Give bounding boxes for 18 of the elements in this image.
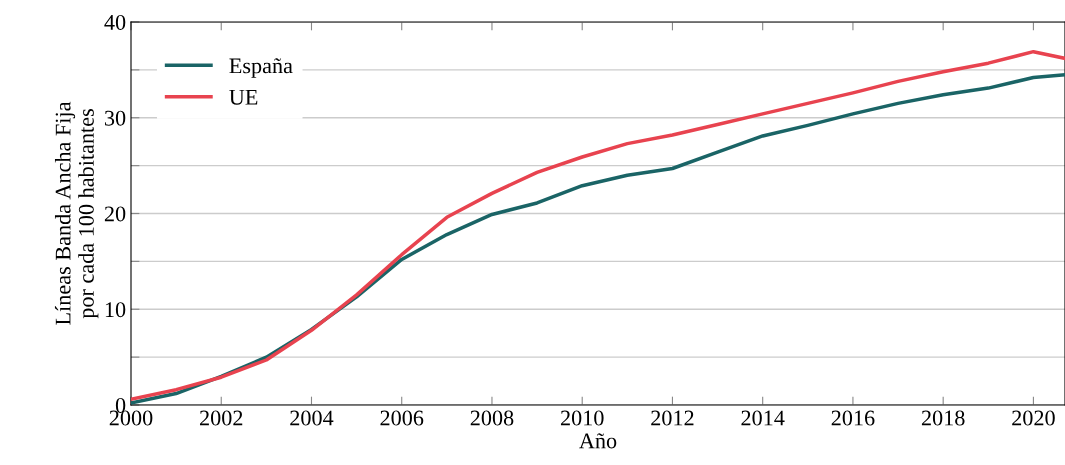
x-tick-label: 2018 (921, 410, 965, 426)
x-tick-label: 2004 (290, 410, 334, 426)
x-tick-label: 2016 (831, 410, 875, 426)
x-tick-label: 2014 (741, 410, 785, 426)
legend-label: España (229, 58, 293, 78)
y-tick-label: 10 (105, 302, 126, 318)
x-tick-label: 2006 (380, 410, 424, 426)
x-tick-label: 2010 (560, 410, 604, 426)
y-tick-label: 40 (104, 14, 126, 30)
x-tick-label: 2012 (651, 410, 694, 426)
x-axis-title: Año (579, 433, 617, 449)
x-tick-label: 2002 (200, 410, 243, 426)
legend-label: UE (229, 89, 258, 105)
y-axis-title: Líneas Banda Ancha Fija por cada 100 habitantes (54, 101, 99, 325)
x-tick-label: 2008 (470, 410, 514, 426)
y-tick-label: 20 (104, 206, 126, 222)
y-tick-label: 30 (104, 110, 126, 126)
x-tick-label: 2020 (1012, 410, 1055, 426)
